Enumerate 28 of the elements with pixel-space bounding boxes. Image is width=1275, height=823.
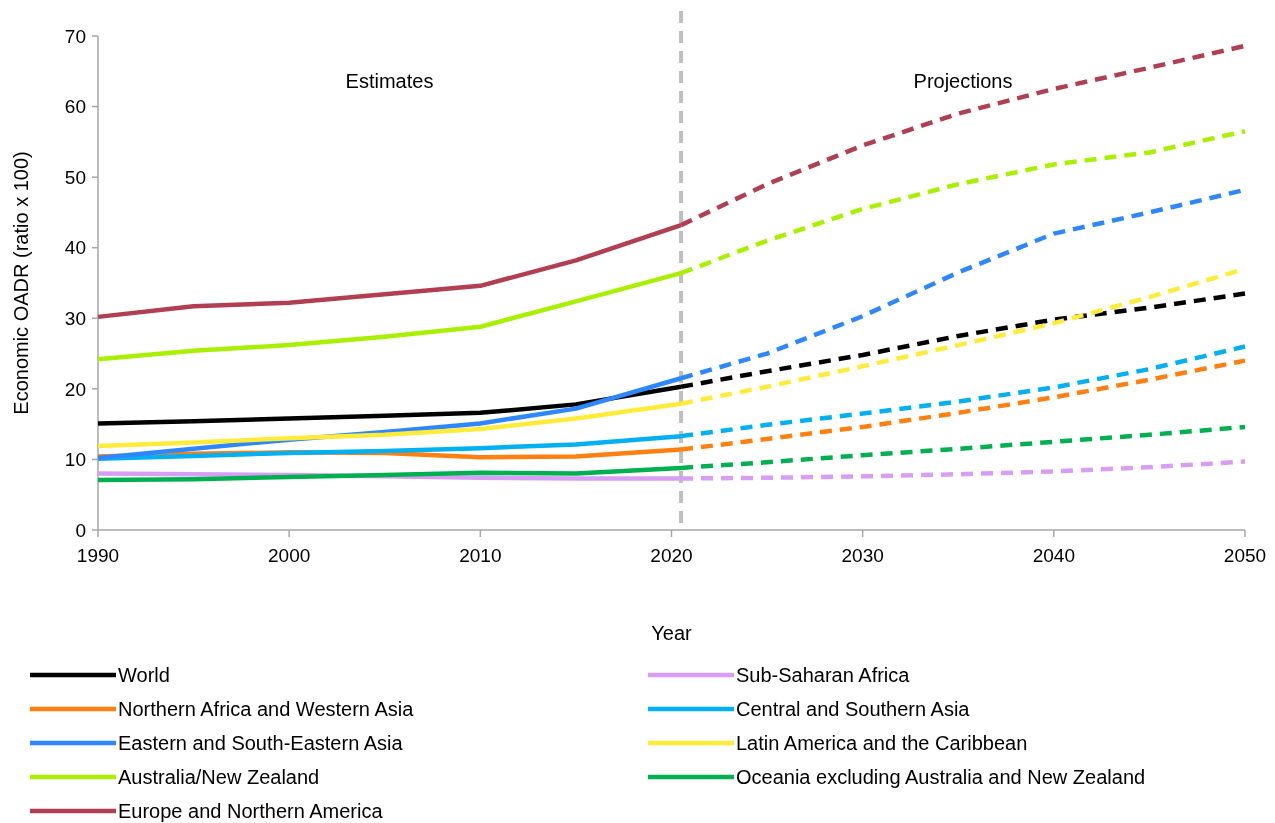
y-tick-label: 10 (64, 449, 86, 471)
legend-label: Australia/New Zealand (118, 766, 320, 788)
y-tick-label: 70 (64, 25, 86, 47)
x-tick-label: 1990 (76, 545, 120, 566)
legend-label: Eastern and South-Eastern Asia (118, 732, 404, 754)
annotation: Projections (913, 70, 1013, 92)
x-tick-label: 2000 (268, 545, 311, 566)
x-tick-label: 2050 (1223, 545, 1267, 566)
legend-label: Central and Southern Asia (736, 698, 971, 720)
y-tick-label: 20 (64, 378, 86, 400)
x-tick-label: 2020 (650, 545, 693, 566)
y-axis-title: Economic OADR (ratio x 100) (10, 151, 32, 415)
y-tick-label: 60 (64, 96, 86, 118)
legend-label: Sub-Saharan Africa (736, 664, 911, 686)
annotation: Estimates (345, 70, 434, 92)
y-tick-label: 50 (64, 166, 86, 188)
y-tick-label: 0 (75, 519, 86, 541)
y-tick-label: 40 (64, 237, 86, 259)
x-tick-label: 2040 (1032, 545, 1075, 566)
legend-label: Oceania excluding Australia and New Zealand (736, 766, 1146, 788)
x-axis-title: Year (651, 622, 693, 644)
legend-label: Northern Africa and Western Asia (118, 698, 415, 720)
x-tick-label: 2030 (841, 545, 884, 566)
x-tick-label: 2010 (459, 545, 502, 566)
legend-label: Latin America and the Caribbean (736, 732, 1028, 754)
legend-label: Europe and Northern America (118, 800, 384, 822)
legend-label: World (118, 664, 170, 686)
y-tick-label: 30 (64, 307, 86, 329)
